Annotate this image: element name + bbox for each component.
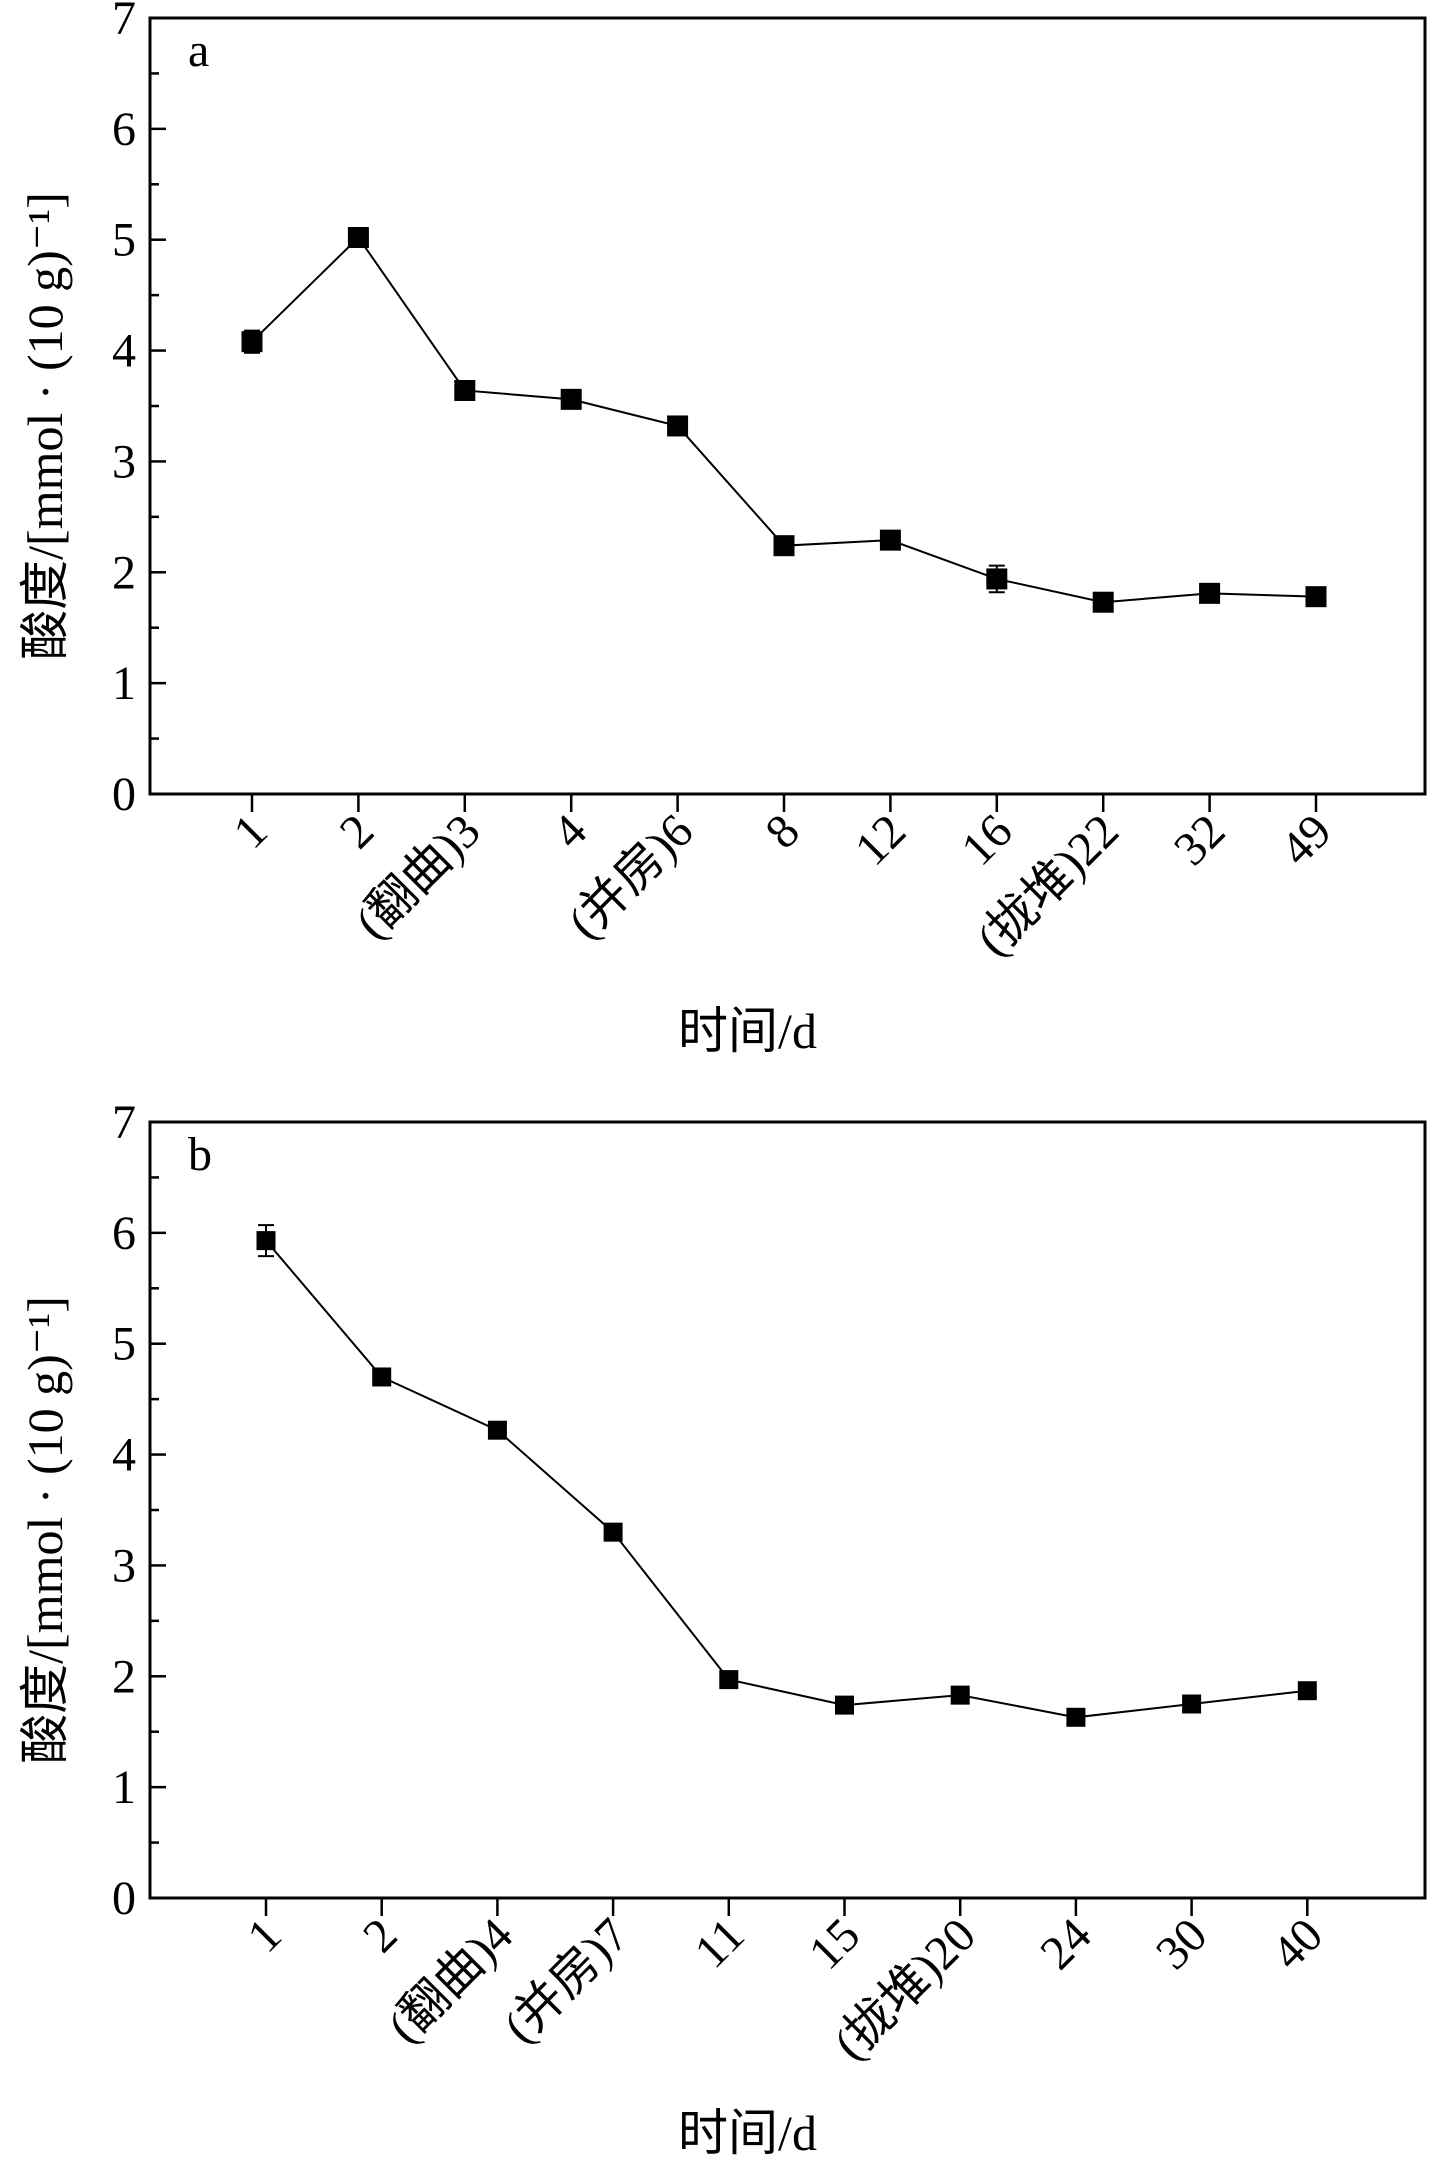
x-tick-label: 2 (353, 1908, 407, 1962)
y-tick-label: 2 (112, 546, 136, 599)
data-point-marker (487, 1420, 507, 1440)
y-tick-label: 1 (112, 1761, 136, 1814)
y-tick-label: 5 (112, 214, 136, 267)
y-tick-label: 7 (112, 0, 136, 45)
y-tick-label: 2 (112, 1650, 136, 1703)
x-tick-label: 32 (1164, 804, 1235, 875)
x-tick-label: 11 (684, 1908, 754, 1978)
series-line (265, 1239, 1308, 1719)
y-axis-title: 酸度/[mmol · (10 g)⁻¹] (17, 192, 73, 660)
data-point-marker (773, 535, 795, 557)
x-tick-label: 49 (1270, 804, 1341, 875)
x-tick-label: 16 (951, 804, 1022, 875)
y-tick-label: 3 (112, 1539, 136, 1592)
y-tick-label: 3 (112, 435, 136, 488)
x-tick-label: 2 (330, 804, 384, 858)
x-tick-label: 8 (755, 804, 809, 858)
y-tick-label: 6 (112, 103, 136, 156)
panel-label: a (188, 24, 209, 77)
y-tick-label: 4 (112, 1429, 136, 1482)
y-tick-label: 0 (112, 1872, 136, 1925)
data-point-marker (1199, 582, 1221, 604)
x-tick-label: 4 (543, 804, 597, 858)
y-tick-label: 1 (112, 657, 136, 710)
y-axis-title: 酸度/[mmol · (10 g)⁻¹] (17, 1296, 73, 1764)
x-axis-title: 时间/d (678, 2105, 817, 2161)
data-point-marker (667, 415, 689, 437)
data-point-marker (719, 1670, 739, 1690)
data-point-marker (1297, 1681, 1317, 1701)
x-tick-label: 30 (1146, 1908, 1217, 1979)
data-point-marker (950, 1685, 970, 1705)
x-tick-label: 40 (1262, 1908, 1333, 1979)
data-point-marker (603, 1522, 623, 1542)
data-point-marker (986, 568, 1008, 590)
data-point-marker (256, 1231, 276, 1251)
data-point-marker (879, 529, 901, 551)
y-tick-label: 0 (112, 768, 136, 821)
data-point-marker (241, 331, 263, 353)
x-tick-label: (并房)7 (494, 1908, 639, 2053)
x-tick-label: 1 (223, 804, 277, 858)
y-tick-label: 5 (112, 1318, 136, 1371)
data-point-marker (835, 1695, 854, 1715)
y-tick-label: 6 (112, 1207, 136, 1260)
x-tick-label: 12 (845, 804, 916, 875)
data-point-marker (1066, 1707, 1086, 1727)
x-axis-title: 时间/d (678, 1003, 817, 1059)
plot-frame (148, 1120, 1427, 1900)
plot-frame (148, 16, 1427, 796)
x-tick-label: (翻曲)4 (378, 1908, 523, 2053)
data-point-marker (560, 388, 582, 410)
y-tick-label: 4 (112, 325, 136, 378)
data-point-marker (454, 379, 476, 401)
x-tick-label: 15 (799, 1908, 870, 1979)
data-point-marker (1305, 586, 1327, 608)
data-point-marker (1092, 591, 1114, 613)
data-point-marker (347, 226, 369, 248)
x-tick-label: 1 (237, 1908, 291, 1962)
y-tick-label: 7 (112, 1096, 136, 1149)
data-point-marker (372, 1367, 392, 1387)
data-point-marker (1182, 1694, 1202, 1714)
x-tick-label: 24 (1030, 1908, 1101, 1979)
panel-label: b (188, 1128, 212, 1181)
